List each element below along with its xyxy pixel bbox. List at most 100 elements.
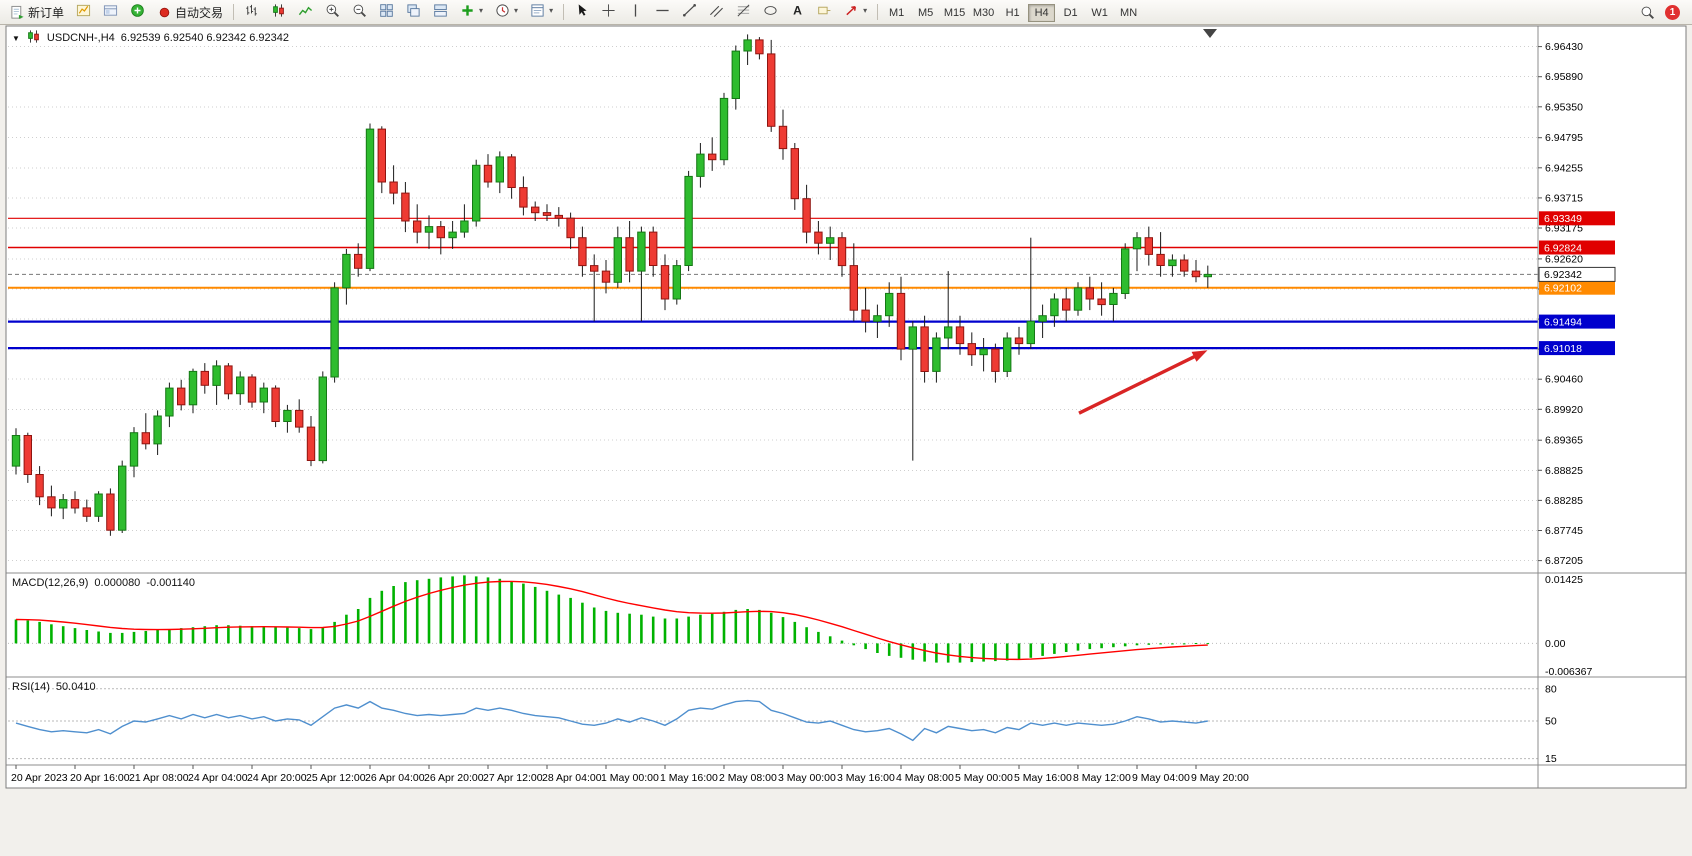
zoom-out-button[interactable] (347, 1, 372, 21)
autotrading-label: 自动交易 (175, 5, 224, 20)
chevron-down-icon: ▾ (514, 6, 519, 16)
new-order-button[interactable]: 新订单 (5, 2, 69, 22)
crosshair-icon (601, 3, 616, 18)
arrows-icon (844, 3, 859, 18)
arrange-windows-button[interactable] (428, 1, 453, 21)
candlestick-chart-icon (271, 3, 286, 18)
indicators-icon (76, 3, 91, 18)
period-button[interactable]: ▾ (490, 1, 523, 21)
equidistant-channel-button[interactable] (704, 1, 729, 21)
horizontal-lines (8, 217, 1538, 350)
svg-text:6.88825: 6.88825 (1545, 465, 1583, 477)
cascade-windows-button[interactable] (401, 1, 426, 21)
search-button[interactable] (1635, 2, 1660, 22)
svg-text:3 May 16:00: 3 May 16:00 (837, 772, 895, 784)
fibonacci-button[interactable] (731, 1, 756, 21)
autotrading-icon (157, 5, 172, 20)
svg-text:20 Apr 16:00: 20 Apr 16:00 (70, 772, 130, 784)
line-chart-icon (298, 3, 313, 18)
svg-text:15: 15 (1545, 753, 1557, 765)
svg-text:2 May 08:00: 2 May 08:00 (719, 772, 777, 784)
horizontal-line-button[interactable] (650, 1, 675, 21)
chevron-down-icon: ▾ (863, 6, 868, 16)
timeframe-h1-button[interactable]: H1 (999, 4, 1026, 22)
svg-text:5 May 16:00: 5 May 16:00 (1014, 772, 1072, 784)
templates-icon (530, 3, 545, 18)
candlestick-chart-button[interactable] (266, 1, 291, 21)
arrow-annotation[interactable] (1078, 350, 1208, 415)
rsi-line (15, 699, 1208, 742)
chevron-down-icon: ▾ (479, 6, 484, 16)
timeframe-d1-button[interactable]: D1 (1057, 4, 1084, 22)
cursor-button[interactable] (569, 1, 594, 21)
svg-text:6.94795: 6.94795 (1545, 132, 1583, 144)
timeframe-m15-button[interactable]: M15 (941, 4, 968, 22)
svg-text:80: 80 (1545, 683, 1557, 695)
zoom-in-button[interactable] (320, 1, 345, 21)
svg-text:6.89365: 6.89365 (1545, 435, 1583, 447)
time-axis: 20 Apr 2023 20 Apr 16:00 21 Apr 08:00 24 Ap… (11, 765, 1249, 784)
svg-text:27 Apr 12:00: 27 Apr 12:00 (483, 772, 543, 784)
toolbar: 新订单 自动交易 ▾ ▾ ▾ A ▾ M1 M5 M15 M30 H1 H4 D1 W1 MN 1 (0, 0, 1692, 25)
svg-text:6.92102: 6.92102 (1544, 283, 1582, 295)
timeframe-mn-button[interactable]: MN (1115, 4, 1142, 22)
add-indicator-icon (460, 3, 475, 18)
svg-text:6.91494: 6.91494 (1544, 316, 1582, 328)
svg-text:6.89920: 6.89920 (1545, 404, 1583, 416)
timeframe-m30-button[interactable]: M30 (970, 4, 997, 22)
market-watch-button[interactable] (125, 1, 150, 21)
templates-button[interactable]: ▾ (525, 1, 558, 21)
timeframe-w1-button[interactable]: W1 (1086, 4, 1113, 22)
line-chart-button[interactable] (293, 1, 318, 21)
toolbar-separator (877, 4, 879, 20)
indicators-button[interactable] (71, 1, 96, 21)
svg-text:21 Apr 08:00: 21 Apr 08:00 (129, 772, 189, 784)
arrows-button[interactable]: ▾ (839, 1, 872, 21)
svg-text:0.01425: 0.01425 (1545, 574, 1583, 586)
vertical-line-button[interactable] (623, 1, 648, 21)
svg-text:4 May 08:00: 4 May 08:00 (896, 772, 954, 784)
timeframe-h4-button[interactable]: H4 (1028, 3, 1056, 22)
label-button[interactable] (812, 1, 837, 21)
svg-text:6.92824: 6.92824 (1544, 242, 1582, 254)
svg-text:6.94255: 6.94255 (1545, 162, 1583, 174)
timeframe-m5-button[interactable]: M5 (912, 4, 939, 22)
tile-windows-button[interactable] (374, 1, 399, 21)
svg-text:6.95350: 6.95350 (1545, 101, 1583, 113)
fibonacci-icon (736, 3, 751, 18)
notification-badge[interactable]: 1 (1665, 4, 1680, 20)
search-icon (1640, 5, 1655, 20)
shapes-button[interactable] (758, 1, 783, 21)
toolbar-separator (563, 4, 565, 20)
cascade-windows-icon (406, 3, 421, 18)
svg-text:6.87205: 6.87205 (1545, 555, 1583, 567)
svg-text:6.91018: 6.91018 (1544, 343, 1582, 355)
tile-windows-icon (379, 3, 394, 18)
profiles-button[interactable] (98, 1, 123, 21)
label-icon (817, 3, 832, 18)
svg-text:A: A (793, 4, 802, 18)
macd-panel (8, 575, 1538, 663)
svg-text:6.90460: 6.90460 (1545, 374, 1583, 386)
bar-chart-button[interactable] (239, 1, 264, 21)
add-indicator-button[interactable]: ▾ (455, 1, 488, 21)
zoom-in-icon (325, 3, 340, 18)
chart-shift-marker[interactable] (1203, 29, 1217, 38)
svg-text:20 Apr 2023: 20 Apr 2023 (11, 772, 68, 784)
svg-text:9 May 04:00: 9 May 04:00 (1132, 772, 1190, 784)
new-order-icon (10, 5, 25, 20)
svg-text:6.93349: 6.93349 (1544, 213, 1582, 225)
svg-text:8 May 12:00: 8 May 12:00 (1073, 772, 1131, 784)
text-button[interactable]: A (785, 1, 810, 21)
arrange-windows-icon (433, 3, 448, 18)
crosshair-button[interactable] (596, 1, 621, 21)
svg-text:9 May 20:00: 9 May 20:00 (1191, 772, 1249, 784)
autotrading-button[interactable]: 自动交易 (152, 2, 228, 22)
svg-text:5 May 00:00: 5 May 00:00 (955, 772, 1013, 784)
svg-text:6.92620: 6.92620 (1545, 253, 1583, 265)
svg-text:-0.006367: -0.006367 (1545, 666, 1592, 678)
trendline-button[interactable] (677, 1, 702, 21)
timeframe-m1-button[interactable]: M1 (883, 4, 910, 22)
zoom-out-icon (352, 3, 367, 18)
